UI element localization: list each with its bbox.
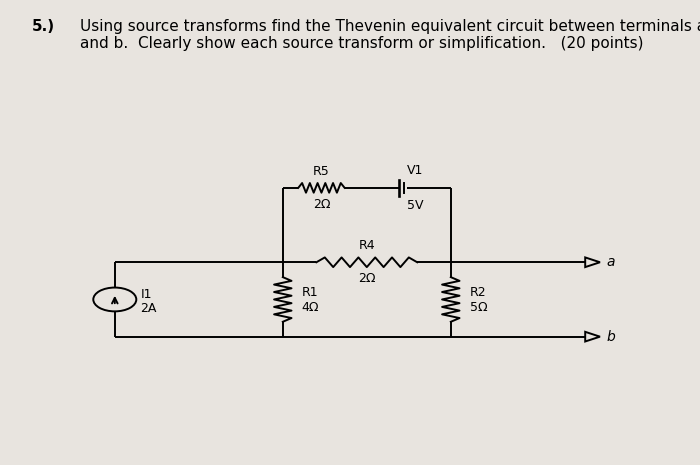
Text: I1: I1 bbox=[140, 288, 152, 301]
Text: 5V: 5V bbox=[407, 199, 424, 212]
Text: 2A: 2A bbox=[140, 302, 157, 315]
Text: R1: R1 bbox=[302, 286, 318, 299]
Text: R2: R2 bbox=[470, 286, 486, 299]
Text: R5: R5 bbox=[313, 165, 330, 178]
Text: 4Ω: 4Ω bbox=[302, 301, 319, 314]
Text: 2Ω: 2Ω bbox=[358, 272, 375, 286]
Text: 5Ω: 5Ω bbox=[470, 301, 487, 314]
Text: b: b bbox=[607, 330, 615, 344]
Text: V1: V1 bbox=[407, 164, 424, 177]
Text: Using source transforms find the Thevenin equivalent circuit between terminals a: Using source transforms find the Theveni… bbox=[80, 19, 700, 51]
Text: R4: R4 bbox=[358, 239, 375, 252]
Text: 5.): 5.) bbox=[32, 19, 55, 33]
Text: 2Ω: 2Ω bbox=[313, 198, 330, 211]
Text: a: a bbox=[607, 255, 615, 269]
